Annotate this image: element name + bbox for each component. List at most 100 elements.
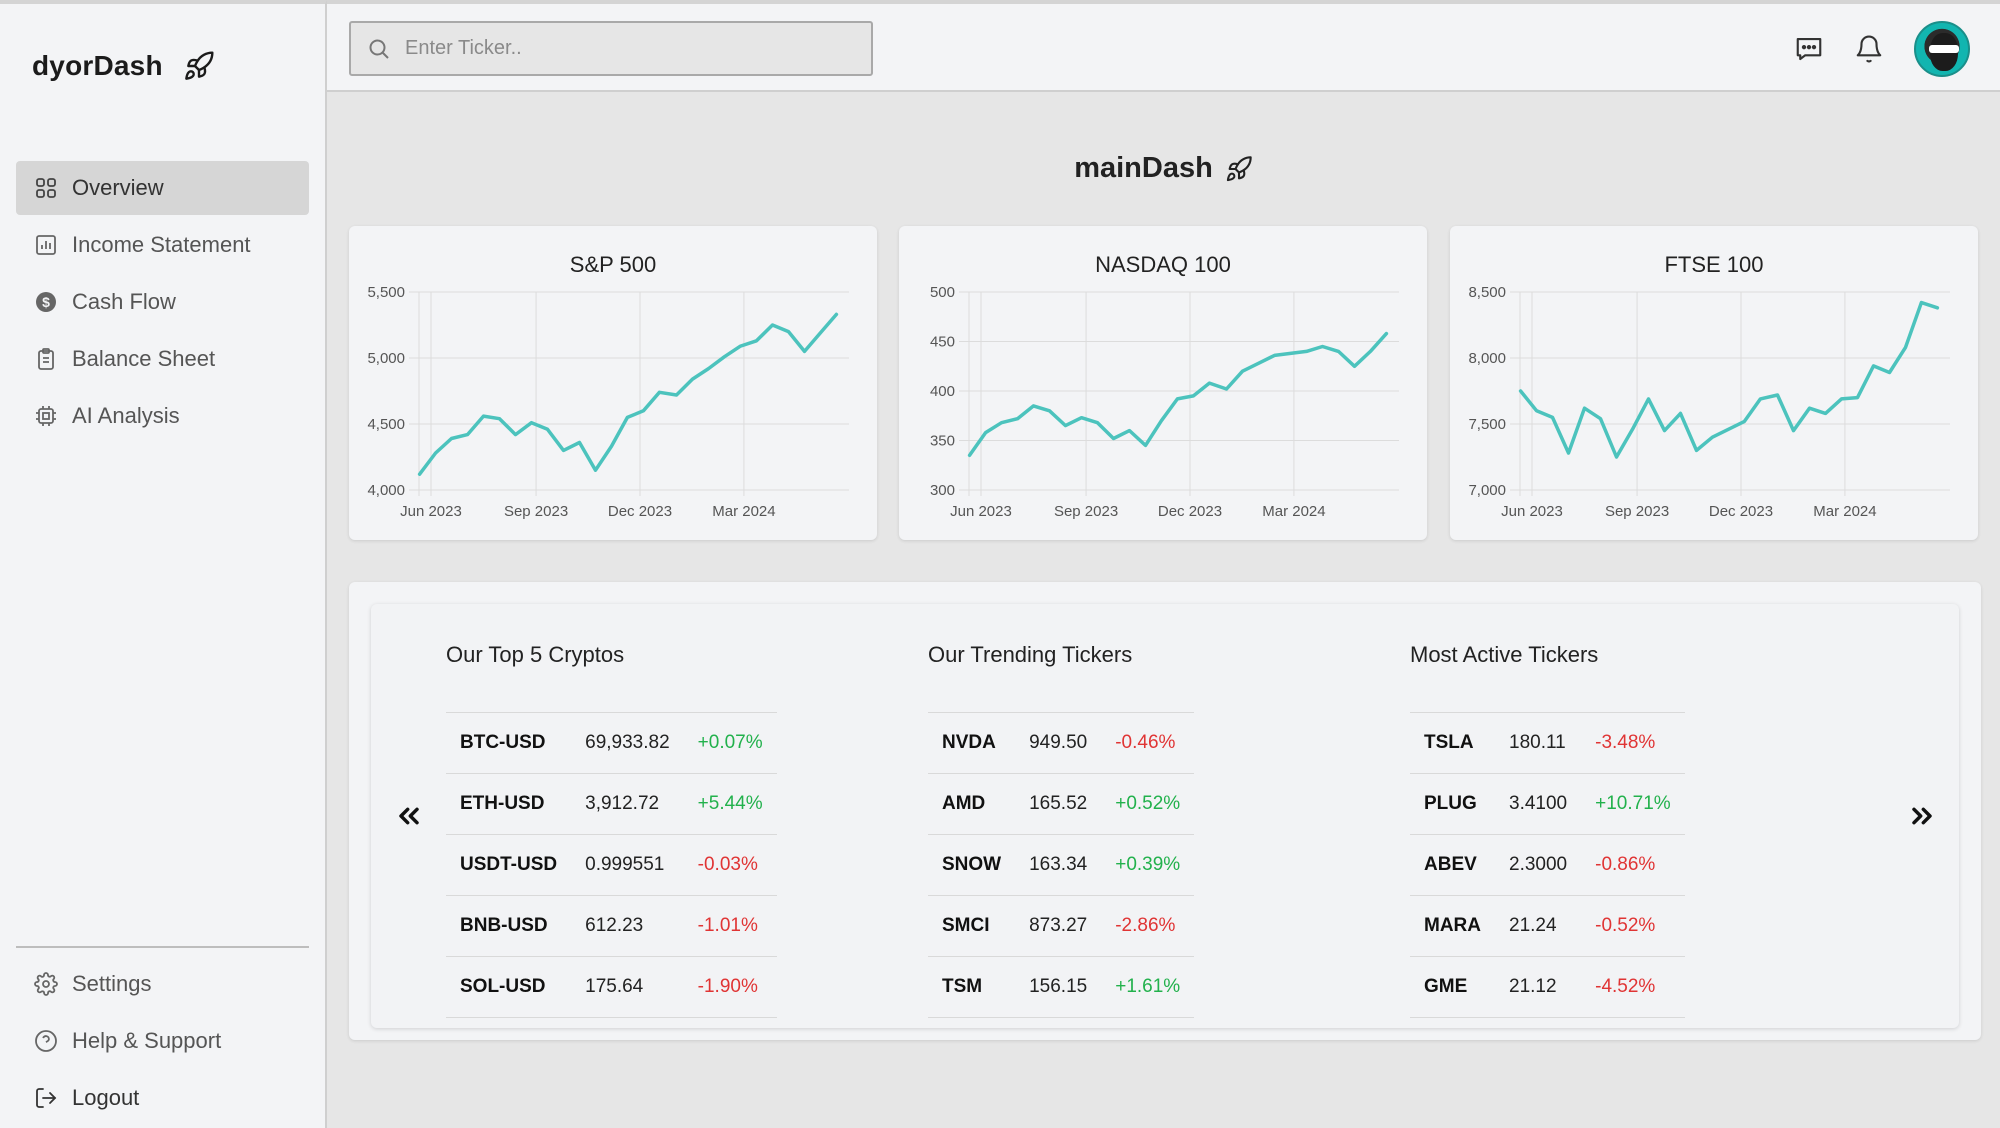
table-row[interactable]: PLUG 3.4100 +10.71% [1410, 773, 1685, 835]
avatar[interactable] [1914, 21, 1970, 77]
ticker-change: +0.39% [1101, 834, 1195, 896]
search-box[interactable] [349, 21, 873, 76]
ticker-change: +10.71% [1581, 773, 1685, 835]
x-tick-label: Jun 2023 [400, 503, 462, 520]
search-input[interactable] [405, 37, 845, 60]
ticker-price: 2.3000 [1495, 834, 1582, 896]
x-tick-label: Dec 2023 [1709, 503, 1773, 520]
ticker-change: +1.61% [1101, 956, 1195, 1018]
x-tick-label: Mar 2024 [1262, 503, 1325, 520]
message-icon[interactable] [1794, 34, 1824, 64]
ticker-price: 949.50 [1015, 712, 1102, 774]
table-row[interactable]: BNB-USD 612.23 -1.01% [446, 895, 777, 957]
ticker-symbol: ABEV [1410, 834, 1495, 896]
y-tick-label: 4,000 [367, 482, 405, 499]
gear-icon [34, 972, 58, 996]
sidebar-item-label: Balance Sheet [72, 346, 216, 371]
cpu-icon [36, 406, 56, 426]
ticker-price: 612.23 [571, 895, 684, 957]
brand[interactable]: dyorDash [32, 50, 215, 82]
y-tick-label: 7,500 [1468, 416, 1506, 433]
chart-card-nasdaq100[interactable]: NASDAQ 100 500 450 400 350 300 Jun 2023 Sep 20… [899, 226, 1427, 540]
ticker-symbol: AMD [928, 773, 1016, 835]
chart-title: FTSE 100 [1664, 252, 1764, 277]
ticker-symbol: PLUG [1410, 773, 1495, 835]
sidebar-item-overview[interactable]: Overview [16, 161, 309, 215]
ticker-symbol: TSM [928, 956, 1016, 1018]
y-tick-label: 4,500 [367, 416, 405, 433]
ticker-symbol: USDT-USD [446, 834, 572, 896]
line-chart-sp500: 5,500 5,000 4,500 4,000 Jun 2023 Sep 2023 Dec … [367, 284, 849, 520]
table-row[interactable]: MARA 21.24 -0.52% [1410, 895, 1685, 957]
sidebar-item-balance-sheet[interactable]: Balance Sheet [16, 332, 309, 386]
ticker-change: -3.48% [1581, 712, 1685, 774]
sidebar-item-cash-flow[interactable]: $ Cash Flow [16, 275, 309, 329]
chevrons-right-icon[interactable] [1906, 800, 1938, 832]
ticker-symbol: BTC-USD [446, 712, 572, 774]
chevrons-left-icon[interactable] [393, 800, 425, 832]
sidebar-item-help[interactable]: Help & Support [16, 1014, 309, 1068]
svg-text:$: $ [42, 294, 50, 310]
table-row[interactable]: BTC-USD 69,933.82 +0.07% [446, 712, 777, 774]
table-row[interactable]: ETH-USD 3,912.72 +5.44% [446, 773, 777, 835]
sidebar-item-label: Overview [72, 175, 164, 200]
table-row[interactable]: SNOW 163.34 +0.39% [928, 834, 1195, 896]
ticker-price: 21.24 [1495, 895, 1582, 957]
chart-title: NASDAQ 100 [1095, 252, 1231, 277]
table-row[interactable]: ABEV 2.3000 -0.86% [1410, 834, 1685, 896]
sidebar-item-income-statement[interactable]: Income Statement [16, 218, 309, 272]
ticker-change: -2.86% [1101, 895, 1195, 957]
ticker-change: +5.44% [683, 773, 777, 835]
brand-name: dyorDash [32, 50, 163, 81]
active-table: TSLA 180.11 -3.48% PLUG 3.4100 +10.71% ABEV 2.3… [1410, 712, 1685, 1018]
series-line [417, 312, 839, 476]
ticker-change: -0.86% [1581, 834, 1685, 896]
ticker-price: 175.64 [571, 956, 684, 1018]
ticker-symbol: BNB-USD [446, 895, 572, 957]
sidebar-item-logout[interactable]: Logout [16, 1071, 309, 1125]
table-row[interactable]: GME 21.12 -4.52% [1410, 956, 1685, 1018]
x-tick-label: Dec 2023 [1158, 503, 1222, 520]
table-title: Most Active Tickers [1410, 642, 1599, 667]
table-row[interactable]: TSM 156.15 +1.61% [928, 956, 1195, 1018]
sidebar-item-settings[interactable]: Settings [16, 957, 309, 1011]
bell-icon[interactable] [1854, 34, 1884, 64]
x-tick-label: Sep 2023 [1054, 503, 1118, 520]
topbar [327, 0, 2000, 92]
ticker-symbol: ETH-USD [446, 773, 572, 835]
rocket-icon [184, 51, 214, 80]
bar-chart-icon [36, 235, 56, 255]
sidebar-item-label: AI Analysis [72, 403, 180, 428]
y-tick-label: 7,000 [1468, 482, 1506, 499]
ticker-change: -1.01% [683, 895, 777, 957]
line-chart-nasdaq100: 500 450 400 350 300 Jun 2023 Sep 2023 Dec 2023 M… [930, 284, 1399, 520]
table-row[interactable]: NVDA 949.50 -0.46% [928, 712, 1195, 774]
y-tick-label: 400 [930, 383, 955, 400]
ticker-price: 163.34 [1015, 834, 1102, 896]
x-tick-label: Dec 2023 [608, 503, 672, 520]
table-row[interactable]: SOL-USD 175.64 -1.90% [446, 956, 777, 1018]
ticker-symbol: SMCI [928, 895, 1016, 957]
chart-card-ftse100[interactable]: FTSE 100 8,500 8,000 7,500 7,000 Jun 2023 Sep… [1450, 226, 1978, 540]
table-row[interactable]: TSLA 180.11 -3.48% [1410, 712, 1685, 774]
table-row[interactable]: SMCI 873.27 -2.86% [928, 895, 1195, 957]
x-tick-label: Sep 2023 [504, 503, 568, 520]
table-row[interactable]: AMD 165.52 +0.52% [928, 773, 1195, 835]
crypto-table-block: Our Top 5 Cryptos BTC-USD 69,933.82 +0.07%… [446, 642, 777, 1018]
sidebar-item-ai-analysis[interactable]: AI Analysis [16, 389, 309, 443]
active-table-block: Most Active Tickers TSLA 180.11 -3.48% PLUG… [1410, 642, 1685, 1018]
ticker-change: -0.52% [1581, 895, 1685, 957]
sidebar-item-label: Cash Flow [72, 289, 176, 314]
table-title: Our Trending Tickers [928, 642, 1133, 667]
page-title-text: mainDash [1074, 152, 1213, 184]
ticker-symbol: GME [1410, 956, 1495, 1018]
table-row[interactable]: USDT-USD 0.999551 -0.03% [446, 834, 777, 896]
bottom-nav: Settings Help & Support Logout [16, 957, 309, 1128]
ticker-change: +0.07% [683, 712, 777, 774]
sidebar-item-label: Income Statement [72, 232, 251, 257]
series-line [967, 331, 1389, 458]
page-title: mainDash [327, 152, 2000, 185]
ticker-symbol: NVDA [928, 712, 1016, 774]
chart-card-sp500[interactable]: S&P 500 5,500 5,000 4,500 4,000 Jun 2023 Sep … [349, 226, 877, 540]
sidebar: dyorDash Overview Income Statement $ Cas… [0, 0, 327, 1128]
